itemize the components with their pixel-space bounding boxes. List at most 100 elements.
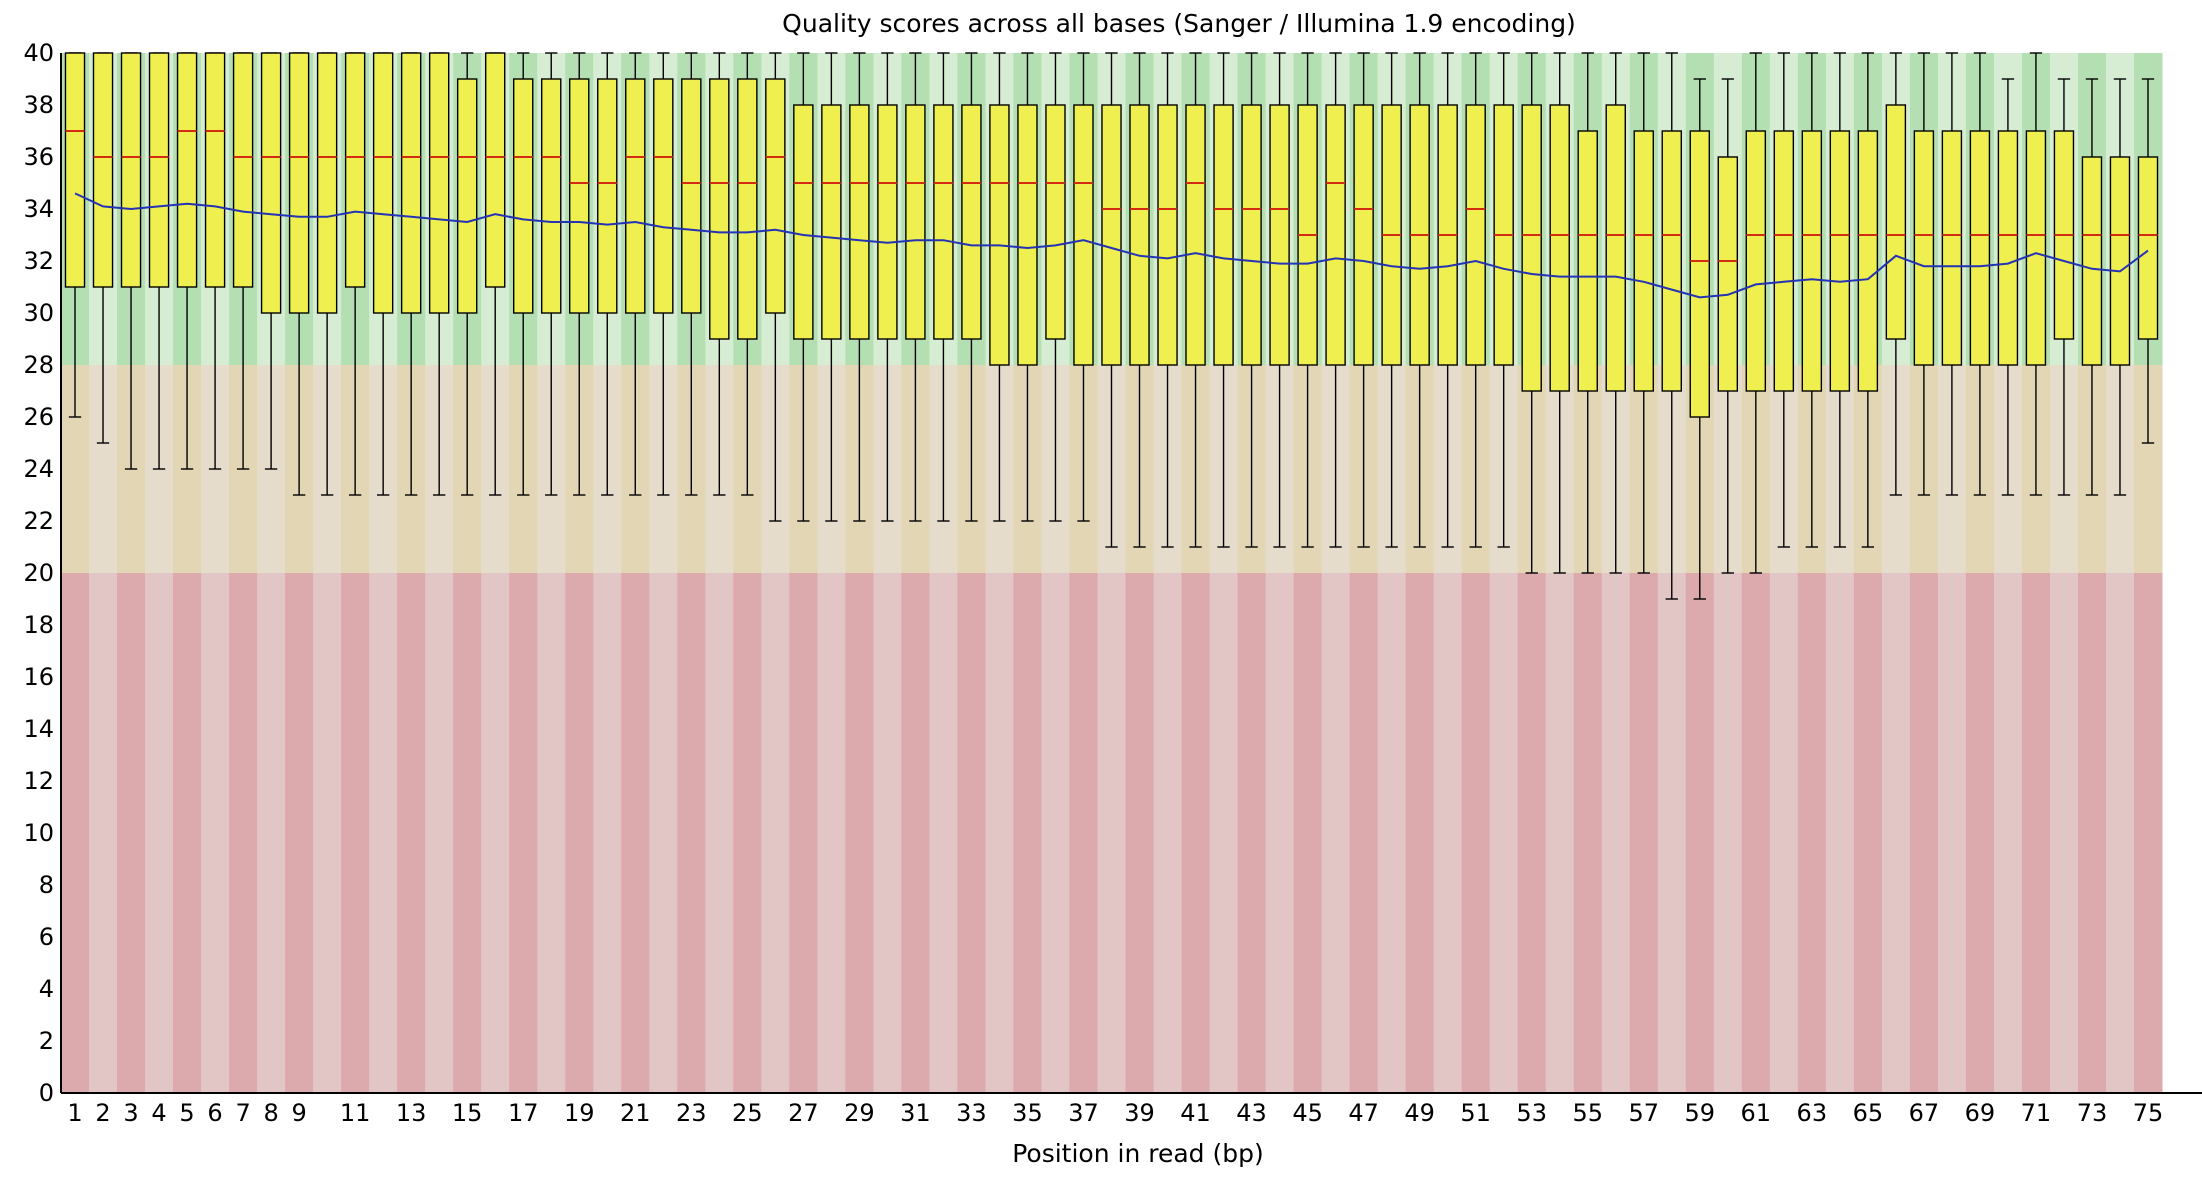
y-tick-label: 6 [39, 923, 54, 951]
band-poor-stripe [1657, 573, 1687, 1093]
iqr-box [653, 78, 674, 314]
y-tick-label: 8 [39, 871, 54, 899]
iqr-box [1101, 104, 1122, 366]
iqr-box [316, 52, 338, 314]
band-poor-stripe [1797, 573, 1827, 1093]
x-tick-label: 45 [1292, 1099, 1323, 1127]
iqr-box [1857, 130, 1879, 392]
band-poor-stripe [1629, 573, 1659, 1093]
x-tick-label: 65 [1853, 1099, 1884, 1127]
iqr-box [625, 78, 646, 314]
y-tick-label: 2 [39, 1027, 54, 1055]
band-poor-stripe [1349, 573, 1379, 1093]
x-tick-label: 59 [1685, 1099, 1716, 1127]
band-poor-stripe [593, 573, 622, 1093]
band-poor-stripe [2077, 573, 2107, 1093]
band-poor-stripe [705, 573, 734, 1093]
x-tick-label: 27 [788, 1099, 819, 1127]
band-poor-stripe [1293, 573, 1323, 1093]
x-tick-label: 53 [1516, 1099, 1547, 1127]
band-poor-stripe [145, 573, 174, 1093]
y-tick-label: 30 [23, 299, 54, 327]
iqr-box [1045, 104, 1066, 340]
iqr-box [1241, 104, 1262, 366]
iqr-box [1185, 104, 1206, 366]
band-poor-stripe [1181, 573, 1211, 1093]
mean-line [74, 192, 2149, 299]
axes [60, 53, 2202, 1094]
band-poor-stripe [817, 573, 846, 1093]
iqr-box [709, 78, 730, 340]
iqr-box [2137, 156, 2159, 340]
iqr-box [400, 52, 422, 314]
x-tick-label: 57 [1628, 1099, 1659, 1127]
iqr-box [877, 104, 898, 340]
band-poor-stripe [1601, 573, 1631, 1093]
iqr-box [1801, 130, 1823, 392]
band-poor-stripe [929, 573, 958, 1093]
x-tick-label: 39 [1124, 1099, 1155, 1127]
x-axis-title: Position in read (bp) [1012, 1139, 1264, 1168]
iqr-box [905, 104, 926, 340]
iqr-box [1605, 104, 1626, 392]
band-poor-stripe [1993, 573, 2023, 1093]
x-tick-label: 35 [1012, 1099, 1043, 1127]
x-tick-label: 9 [291, 1099, 306, 1127]
y-tick-label: 0 [39, 1079, 54, 1107]
iqr-box [1157, 104, 1178, 366]
iqr-box [1129, 104, 1150, 366]
iqr-box [793, 104, 814, 340]
iqr-box [64, 52, 86, 288]
x-tick-label: 51 [1460, 1099, 1491, 1127]
x-tick-label: 2 [95, 1099, 110, 1127]
iqr-box [681, 78, 702, 314]
iqr-box [1773, 130, 1795, 392]
iqr-box [1577, 130, 1598, 392]
y-tick-label: 14 [23, 715, 54, 743]
band-poor-stripe [285, 573, 314, 1093]
band-poor-stripe [1489, 573, 1519, 1093]
band-poor-stripe [1097, 573, 1127, 1093]
band-poor-stripe [1209, 573, 1239, 1093]
iqr-box [1689, 130, 1711, 418]
iqr-box [92, 52, 114, 288]
band-poor-stripe [761, 573, 790, 1093]
x-tick-label: 71 [2021, 1099, 2052, 1127]
iqr-box [512, 78, 534, 314]
iqr-box [1829, 130, 1851, 392]
iqr-box [1521, 104, 1542, 392]
band-poor-stripe [1853, 573, 1883, 1093]
iqr-box [1885, 104, 1907, 340]
iqr-box [1633, 130, 1654, 392]
x-tick-label: 7 [235, 1099, 250, 1127]
x-tick-label: 19 [564, 1099, 595, 1127]
x-tick-label: 67 [1909, 1099, 1940, 1127]
band-poor-stripe [201, 573, 230, 1093]
x-tick-label: 5 [179, 1099, 194, 1127]
band-poor-stripe [789, 573, 818, 1093]
band-poor-stripe [1461, 573, 1491, 1093]
iqr-box [288, 52, 310, 314]
band-poor-stripe [733, 573, 762, 1093]
x-tick-label: 17 [508, 1099, 539, 1127]
band-poor-stripe [481, 573, 510, 1093]
band-poor-stripe [1937, 573, 1967, 1093]
band-poor-stripe [61, 573, 90, 1093]
band-poor-stripe [453, 573, 482, 1093]
iqr-box [569, 78, 590, 314]
band-poor-stripe [397, 573, 426, 1093]
x-tick-label: 33 [956, 1099, 987, 1127]
iqr-box [1745, 130, 1767, 392]
iqr-box [120, 52, 142, 288]
iqr-box [1661, 130, 1682, 392]
iqr-box [541, 78, 562, 314]
iqr-box [1353, 104, 1374, 366]
x-tick-label: 55 [1572, 1099, 1603, 1127]
iqr-box [456, 78, 478, 314]
y-tick-label: 32 [23, 247, 54, 275]
x-tick-label: 4 [151, 1099, 166, 1127]
iqr-box [933, 104, 954, 340]
x-tick-label: 11 [340, 1099, 371, 1127]
